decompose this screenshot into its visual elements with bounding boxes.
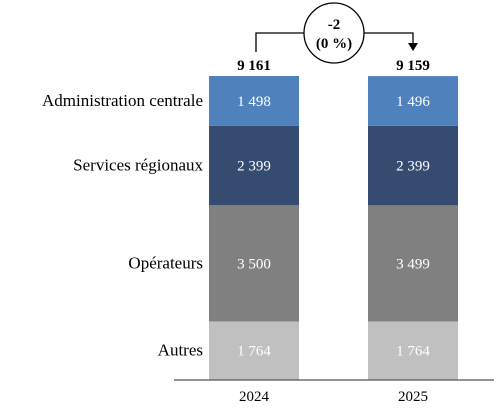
value-label-2025-2: 2 399 <box>396 159 430 175</box>
x-tick-label-2024: 2024 <box>239 389 270 405</box>
segment-value-labels: 1 764 3 500 2 399 1 498 1 764 3 499 2 399 1 496 <box>237 94 430 360</box>
bar-segment-2025-3 <box>368 76 458 126</box>
series-label-2: Services régionaux <box>73 156 203 175</box>
total-label-2024: 9 161 <box>237 58 271 74</box>
series-name-labels: Autres Opérateurs Services régionaux Admini… <box>42 91 203 360</box>
bar-segment-2024-1 <box>209 205 299 322</box>
bar-segment-2024-2 <box>209 125 299 206</box>
change-value: -2 <box>328 17 341 33</box>
x-tick-label-2025: 2025 <box>398 389 428 405</box>
bar-segment-2025-1 <box>368 205 458 322</box>
total-label-2025: 9 159 <box>396 58 430 74</box>
bar-segment-2025-0 <box>368 321 458 380</box>
bar-segments <box>209 76 458 380</box>
series-label-0: Autres <box>158 341 203 360</box>
bar-segment-2024-3 <box>209 76 299 126</box>
series-label-1: Opérateurs <box>128 253 203 272</box>
value-label-2025-0: 1 764 <box>396 344 430 360</box>
value-label-2024-1: 3 500 <box>237 256 271 272</box>
value-label-2024-3: 1 498 <box>237 94 271 110</box>
bar-segment-2024-0 <box>209 321 299 380</box>
value-label-2024-0: 1 764 <box>237 344 271 360</box>
change-bubble <box>303 2 365 64</box>
value-label-2025-3: 1 496 <box>396 94 430 110</box>
bar-segment-2025-2 <box>368 125 458 206</box>
series-label-3: Administration centrale <box>42 91 203 110</box>
value-label-2024-2: 2 399 <box>237 159 271 175</box>
change-arrow-head <box>408 43 418 51</box>
value-label-2025-1: 3 499 <box>396 256 430 272</box>
change-percent: (0 %) <box>316 36 352 52</box>
